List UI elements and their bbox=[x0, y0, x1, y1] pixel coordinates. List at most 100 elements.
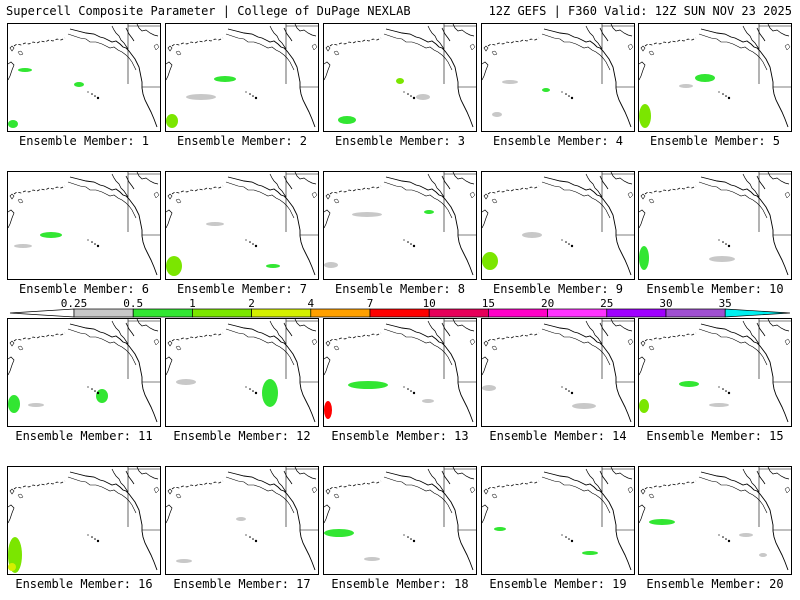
member-map bbox=[324, 467, 476, 571]
coastline-basemap bbox=[482, 319, 634, 423]
colorbar-segment bbox=[132, 308, 193, 318]
scp-shading bbox=[324, 401, 332, 419]
colorbar-segment bbox=[428, 308, 489, 318]
scp-shading bbox=[364, 557, 380, 561]
colorbar-min-cap bbox=[9, 308, 75, 318]
ensemble-member-label: Ensemble Member: 8 bbox=[334, 282, 466, 296]
scp-shading bbox=[28, 403, 44, 407]
ensemble-member-label: Ensemble Member: 16 bbox=[15, 577, 153, 591]
scp-shading bbox=[8, 120, 18, 128]
ensemble-member-label: Ensemble Member: 12 bbox=[173, 429, 311, 443]
scp-shading bbox=[572, 403, 596, 409]
scp-shading bbox=[262, 379, 278, 407]
ensemble-map-panel bbox=[638, 318, 792, 427]
scp-shading bbox=[679, 381, 699, 387]
scp-shading bbox=[206, 222, 224, 226]
ensemble-member-label: Ensemble Member: 2 bbox=[176, 134, 308, 148]
ensemble-map-panel bbox=[165, 23, 319, 132]
colorbar-tick-label: 4 bbox=[307, 297, 315, 310]
coastline-basemap bbox=[166, 24, 318, 128]
ensemble-member-label: Ensemble Member: 15 bbox=[646, 429, 784, 443]
colorbar-tick-label: 15 bbox=[481, 297, 496, 310]
ensemble-member-label: Ensemble Member: 4 bbox=[492, 134, 624, 148]
scp-shading bbox=[40, 232, 62, 238]
member-map bbox=[324, 24, 476, 128]
coastline-basemap bbox=[324, 24, 476, 128]
member-map bbox=[639, 319, 791, 423]
coastline-basemap bbox=[324, 467, 476, 571]
scp-shading bbox=[348, 381, 388, 389]
ensemble-map-panel bbox=[481, 171, 635, 280]
scp-shading bbox=[166, 114, 178, 128]
scp-shading bbox=[492, 112, 502, 117]
colorbar-tick-label: 7 bbox=[366, 297, 374, 310]
scp-shading bbox=[739, 533, 753, 537]
ensemble-map-panel bbox=[481, 23, 635, 132]
scp-shading bbox=[236, 517, 246, 521]
coastline-basemap bbox=[166, 319, 318, 423]
ensemble-member-label: Ensemble Member: 9 bbox=[492, 282, 624, 296]
ensemble-member-label: Ensemble Member: 10 bbox=[646, 282, 784, 296]
ensemble-member-label: Ensemble Member: 11 bbox=[15, 429, 153, 443]
ensemble-map-panel bbox=[481, 466, 635, 575]
ensemble-map-panel bbox=[481, 318, 635, 427]
member-map bbox=[482, 319, 634, 423]
member-map bbox=[482, 467, 634, 571]
scp-shading bbox=[759, 553, 767, 557]
scp-shading bbox=[324, 529, 354, 537]
ensemble-member-label: Ensemble Member: 14 bbox=[489, 429, 627, 443]
scp-shading bbox=[639, 104, 651, 128]
colorbar-segment bbox=[665, 308, 726, 318]
colorbar-segment bbox=[251, 308, 312, 318]
member-map bbox=[324, 319, 476, 423]
ensemble-map-panel bbox=[638, 466, 792, 575]
colorbar-tick-label: 0.5 bbox=[123, 297, 144, 310]
coastline-basemap bbox=[8, 319, 160, 423]
scp-shading bbox=[482, 385, 496, 391]
scp-shading bbox=[352, 212, 382, 217]
coastline-basemap bbox=[8, 172, 160, 276]
member-map bbox=[166, 24, 318, 128]
scp-shading bbox=[74, 82, 84, 87]
chart-title: Supercell Composite Parameter | College … bbox=[6, 4, 411, 18]
member-map bbox=[639, 24, 791, 128]
scp-shading bbox=[422, 399, 434, 403]
member-map bbox=[166, 319, 318, 423]
coastline-basemap bbox=[166, 172, 318, 276]
ensemble-member-label: Ensemble Member: 3 bbox=[334, 134, 466, 148]
scp-shading bbox=[176, 559, 192, 563]
coastline-basemap bbox=[482, 24, 634, 128]
member-map bbox=[639, 467, 791, 571]
ensemble-member-label: Ensemble Member: 18 bbox=[331, 577, 469, 591]
scp-shading bbox=[96, 389, 108, 403]
scp-shading bbox=[639, 246, 649, 270]
member-map bbox=[482, 24, 634, 128]
coastline-basemap bbox=[482, 172, 634, 276]
colorbar-segment bbox=[547, 308, 608, 318]
colorbar-segment bbox=[310, 308, 371, 318]
scp-shading bbox=[639, 399, 649, 413]
scp-shading bbox=[494, 527, 506, 531]
colorbar-segment bbox=[369, 308, 430, 318]
ensemble-map-panel bbox=[165, 318, 319, 427]
scp-shading bbox=[416, 94, 430, 100]
ensemble-map-panel bbox=[638, 23, 792, 132]
coastline-basemap bbox=[324, 172, 476, 276]
member-map bbox=[8, 467, 160, 573]
scp-shading bbox=[338, 116, 356, 124]
ensemble-map-panel bbox=[323, 318, 477, 427]
colorbar-tick-label: 10 bbox=[422, 297, 436, 310]
scp-shading bbox=[679, 84, 693, 88]
scp-shading bbox=[649, 519, 675, 525]
coastline-basemap bbox=[482, 467, 634, 571]
scp-shading bbox=[695, 74, 715, 82]
color-scale-bar bbox=[9, 308, 791, 318]
member-map bbox=[8, 24, 160, 128]
scp-shading bbox=[542, 88, 550, 92]
ensemble-member-label: Ensemble Member: 19 bbox=[489, 577, 627, 591]
ensemble-member-label: Ensemble Member: 17 bbox=[173, 577, 311, 591]
scp-shading bbox=[8, 563, 16, 571]
scp-shading bbox=[502, 80, 518, 84]
scp-shading bbox=[582, 551, 598, 555]
scp-shading bbox=[8, 395, 20, 413]
